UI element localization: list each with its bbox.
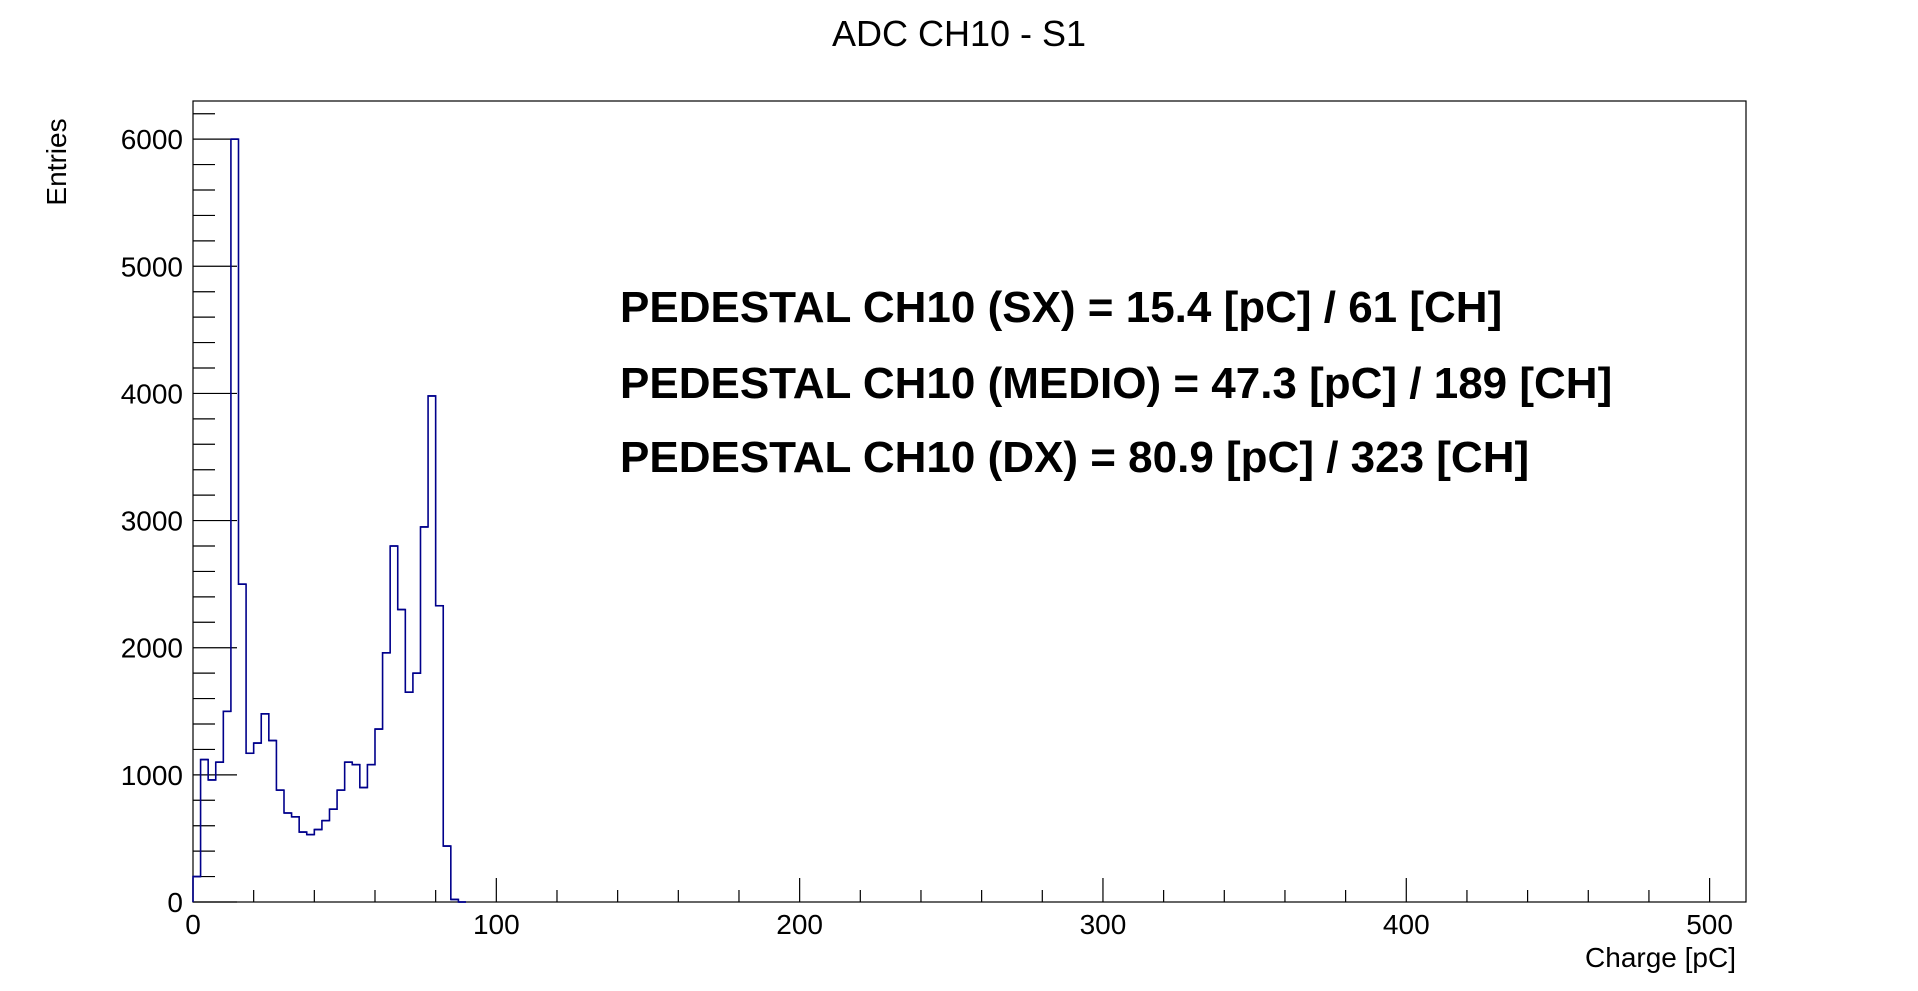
x-tick-label: 100 [473, 909, 520, 940]
y-tick-label: 6000 [121, 124, 183, 155]
annotation-pedestal-sx: PEDESTAL CH10 (SX) = 15.4 [pC] / 61 [CH] [620, 283, 1502, 332]
x-tick-label: 0 [185, 909, 201, 940]
x-tick-label: 400 [1383, 909, 1430, 940]
y-tick-label: 4000 [121, 378, 183, 409]
x-axis: 0 100 200 300 400 500 [185, 878, 1733, 940]
y-tick-label: 3000 [121, 506, 183, 537]
histogram-bins [193, 138, 466, 903]
x-tick-label: 200 [776, 909, 823, 940]
x-axis-label: Charge [pC] [1585, 942, 1736, 973]
y-axis-label: Entries [41, 118, 72, 205]
annotation-pedestal-medio: PEDESTAL CH10 (MEDIO) = 47.3 [pC] / 189 … [620, 359, 1612, 408]
annotation-pedestal-dx: PEDESTAL CH10 (DX) = 80.9 [pC] / 323 [CH… [620, 433, 1529, 482]
plot-frame [192, 100, 1747, 903]
chart-title: ADC CH10 - S1 [832, 13, 1086, 54]
y-tick-label: 1000 [121, 760, 183, 791]
x-tick-label: 300 [1080, 909, 1127, 940]
y-axis: 0 1000 2000 3000 4000 5000 6000 [121, 113, 237, 918]
y-tick-label: 2000 [121, 633, 183, 664]
y-tick-label: 5000 [121, 251, 183, 282]
y-tick-label: 0 [167, 887, 183, 918]
x-tick-label: 500 [1686, 909, 1733, 940]
